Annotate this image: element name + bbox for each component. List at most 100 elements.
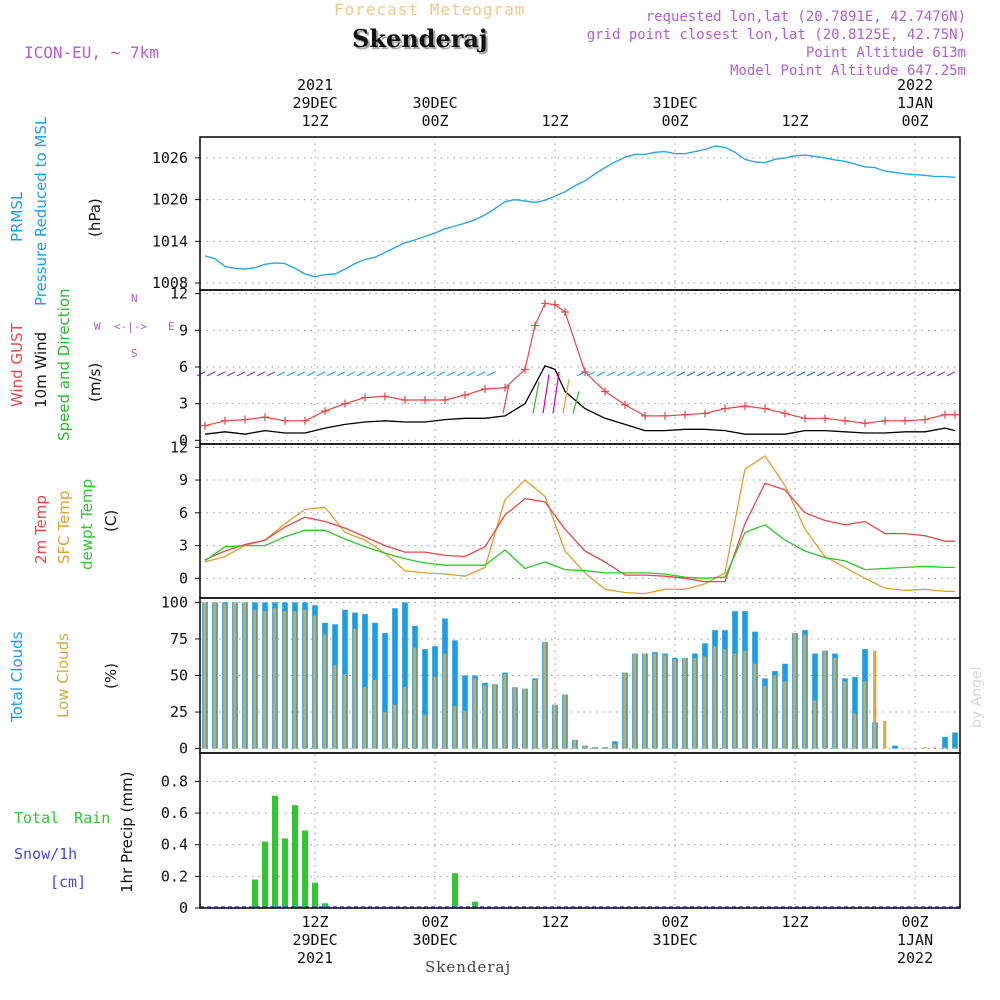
wind-gust-marker [861,419,869,428]
bottom-time-label: 2021 [297,949,334,967]
bottom-time-label: 00Z [661,913,689,931]
wind-gust-marker [551,300,559,309]
pressure-unit: (hPa) [86,198,104,237]
wind-gust-marker [301,416,309,425]
wind-direction-arrow [572,391,580,414]
bottom-time-label: 29DEC [292,931,338,949]
wind-direction-arrow [476,371,486,377]
rain-bar [302,830,308,908]
pressure-msl-label: Pressure Reduced to MSL [32,116,50,306]
wind-direction-arrow [552,371,560,414]
wind-gust-marker [601,387,609,396]
y-tick-label: 12 [170,285,188,303]
wind-direction-arrow [576,371,586,377]
wind-gust-marker [531,321,539,330]
compass-arrows: <-|-> [114,320,148,333]
low-cloud-bar [563,694,567,749]
rain-bar [262,841,268,908]
wind-direction-arrow [696,371,706,377]
prmsl-label: PRMSL [8,191,26,242]
rain-bar [282,838,288,908]
y-tick-label: 12 [170,438,188,456]
low-cloud-bar [713,646,717,749]
low-cloud-bar [633,653,637,749]
temp-unit: (C) [102,509,120,532]
total-rain-label: Total Rain [14,809,111,827]
wind-direction-arrow [236,371,246,377]
low-cloud-bar [753,663,757,749]
sfc-temp-line [204,455,955,595]
total-cloud-bar [892,745,898,749]
bottom-time-label: 31DEC [652,931,698,949]
low-cloud-bar [433,676,437,749]
wind-gust-marker [941,410,949,419]
wind-direction-arrow [796,371,806,377]
forecast-title: Forecast Meteogram [334,0,526,19]
low-cloud-bar [673,659,677,749]
wind-gust-marker [921,415,929,424]
rain-bar [292,805,298,908]
top-time-label: 30DEC [412,94,458,112]
low-cloud-bar [333,665,337,749]
low-cloud-bar [863,681,867,749]
low-cloud-bar [873,650,877,749]
wind-direction-arrow [886,371,896,377]
rain-bar [322,903,328,908]
wind-direction-arrow [736,371,746,377]
wind-direction-arrow [396,371,406,377]
y-tick-label: 0 [179,431,188,449]
y-tick-label: 9 [179,471,188,489]
y-tick-label: 1020 [152,191,188,209]
wind-gust-marker [341,399,349,408]
wind-direction-arrow [366,371,376,377]
low-cloud-bar [643,653,647,749]
wind-direction-arrow [906,371,916,377]
wind-gust-marker [361,393,369,402]
wind-gust-marker [521,365,529,374]
wind-direction-arrow [766,371,776,377]
wind-speed-line [204,365,956,435]
wind-direction-arrow [646,371,656,377]
wind-direction-arrow [926,371,936,377]
bottom-time-label: 2022 [897,949,934,967]
low-cloud-bar [393,704,397,749]
bottom-time-label: 00Z [421,913,449,931]
low-cloud-bar [923,747,927,749]
wind-direction-arrow [846,371,856,377]
low-cloud-bar [503,674,507,749]
low-cloud-bar [703,656,707,749]
footer-location: Skenderaj [425,958,512,976]
wind-direction-arrow [866,371,876,377]
low-cloud-bar [763,685,767,749]
low-cloud-bar [853,713,857,749]
wind-gust-marker [881,416,889,425]
wind-gust-marker [781,409,789,418]
wind-direction-arrow [336,371,346,377]
wind-direction-arrow [276,371,286,377]
low-cloud-bar [383,712,387,749]
location-title: Skenderaj [352,24,488,53]
total-clouds-label: Total Clouds [8,631,26,722]
wind-direction-arrow [616,371,626,377]
wind-direction-arrow [196,371,206,377]
total-cloud-bar [392,608,398,749]
low-cloud-bar [743,650,747,749]
top-time-label: 12Z [541,112,569,130]
low-cloud-bar [243,602,247,749]
wind-direction-arrow [346,371,356,377]
wind-direction-arrow [916,371,926,377]
wind-direction-arrow [806,371,816,377]
wind-direction-arrow [466,371,476,377]
y-tick-label: 100 [161,593,188,611]
compass-w: W [94,320,101,333]
low-cloud-bar [363,687,367,749]
sfc-temp-label: SFC Temp [55,490,73,564]
low-cloud-bar [953,747,957,749]
rain-bar [272,795,278,908]
low-cloud-bar [833,657,837,749]
panel-frame [199,443,961,599]
wind-direction-arrow [416,371,426,377]
bottom-time-label: 30DEC [412,931,458,949]
wind-gust-marker [741,402,749,411]
low-cloud-bar [623,672,627,749]
